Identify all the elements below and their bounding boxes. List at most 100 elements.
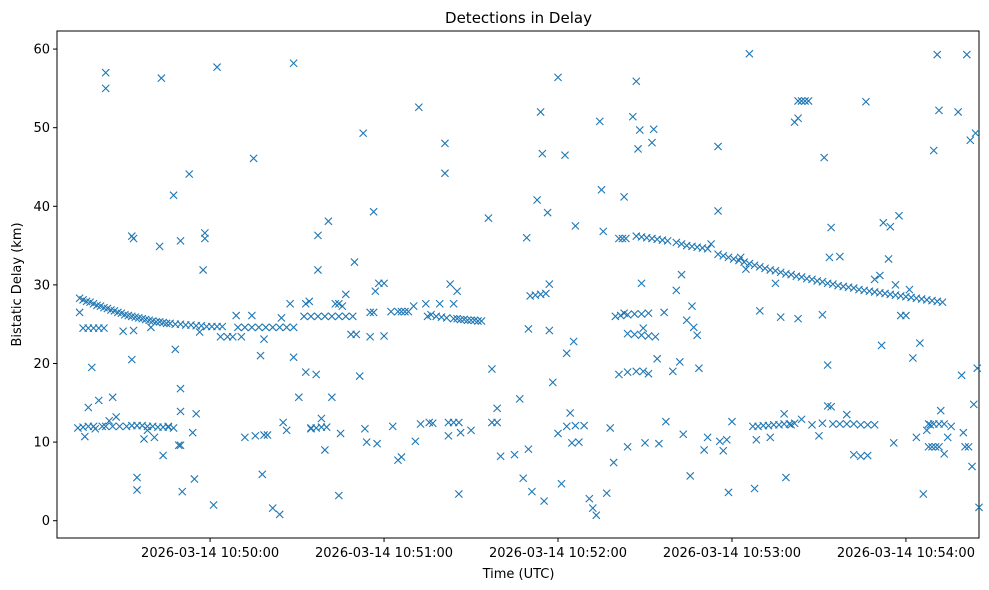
data-point <box>562 349 571 358</box>
data-point <box>745 49 754 58</box>
x-axis-label: Time (UTC) <box>482 567 555 582</box>
data-point <box>101 422 110 431</box>
data-point <box>703 433 712 442</box>
data-point <box>414 103 423 112</box>
data-point <box>707 240 716 249</box>
data-point <box>818 277 827 286</box>
data-point <box>428 419 437 428</box>
data-point <box>938 298 947 307</box>
y-tick-label: 20 <box>33 357 50 372</box>
data-point <box>828 280 837 289</box>
data-point <box>973 364 982 373</box>
data-point <box>614 370 623 379</box>
data-point <box>677 270 686 279</box>
data-point <box>877 341 886 350</box>
data-point <box>961 442 970 451</box>
data-point <box>178 487 187 496</box>
data-point <box>672 238 681 247</box>
data-point <box>971 129 980 138</box>
data-point <box>736 253 745 262</box>
data-point <box>171 345 180 354</box>
data-point <box>312 370 321 379</box>
data-point <box>334 312 343 321</box>
data-point <box>119 327 128 336</box>
data-point <box>101 84 110 93</box>
data-point <box>919 489 928 498</box>
data-point <box>449 299 458 308</box>
data-point <box>750 261 759 270</box>
data-point <box>289 323 298 332</box>
data-point <box>787 420 796 429</box>
data-point <box>771 266 780 275</box>
data-point <box>232 311 241 320</box>
data-point <box>289 353 298 362</box>
data-point <box>554 429 562 438</box>
data-point <box>320 312 329 321</box>
data-point <box>926 420 935 429</box>
data-point <box>714 250 723 259</box>
data-point <box>260 431 269 440</box>
data-point <box>797 96 806 105</box>
data-point <box>663 236 672 245</box>
x-tick-label: 2026-03-14 10:53:00 <box>663 546 801 561</box>
data-point <box>306 312 315 321</box>
data-point <box>842 410 851 419</box>
data-point <box>453 287 462 296</box>
data-point <box>348 312 357 321</box>
data-point <box>635 126 644 135</box>
data-point <box>912 433 921 442</box>
data-point <box>644 331 653 340</box>
data-point <box>714 142 723 151</box>
data-point <box>628 112 637 121</box>
data-point <box>388 422 397 431</box>
x-tick-label: 2026-03-14 10:50:00 <box>141 546 279 561</box>
marker-layer <box>73 49 983 520</box>
data-point <box>129 234 138 243</box>
data-point <box>477 317 486 326</box>
data-point <box>724 253 733 262</box>
data-point <box>334 299 343 308</box>
data-point <box>313 312 322 321</box>
data-point <box>341 312 350 321</box>
data-point <box>597 185 606 194</box>
data-point <box>886 222 895 231</box>
data-point <box>750 484 759 493</box>
data-point <box>449 314 458 323</box>
data-point <box>176 236 185 245</box>
data-point <box>313 231 322 240</box>
data-point <box>237 332 246 341</box>
data-point <box>675 357 684 366</box>
data-point <box>835 252 844 261</box>
data-point <box>968 462 977 471</box>
data-point <box>176 384 185 393</box>
data-point <box>164 422 173 431</box>
data-point <box>719 251 728 260</box>
data-point <box>571 221 580 230</box>
data-point <box>350 258 359 267</box>
data-point <box>653 354 662 363</box>
data-point <box>286 299 295 308</box>
data-point <box>719 446 728 455</box>
data-point <box>444 431 453 440</box>
data-point <box>536 107 545 116</box>
data-point <box>722 435 731 444</box>
data-point <box>233 323 242 332</box>
data-point <box>863 451 872 460</box>
data-point <box>359 129 368 138</box>
data-point <box>157 74 166 83</box>
data-point <box>931 442 940 451</box>
data-point <box>540 497 549 506</box>
y-axis-label: Bistatic Delay (km) <box>10 222 25 346</box>
data-point <box>327 393 336 402</box>
data-point <box>861 97 870 106</box>
data-point <box>894 211 903 220</box>
data-point <box>724 488 733 497</box>
data-point <box>947 422 956 431</box>
y-tick-label: 30 <box>33 278 50 293</box>
data-point <box>634 144 643 153</box>
data-point <box>672 286 681 295</box>
data-point <box>474 317 482 326</box>
data-point <box>639 324 648 333</box>
data-point <box>574 438 583 447</box>
